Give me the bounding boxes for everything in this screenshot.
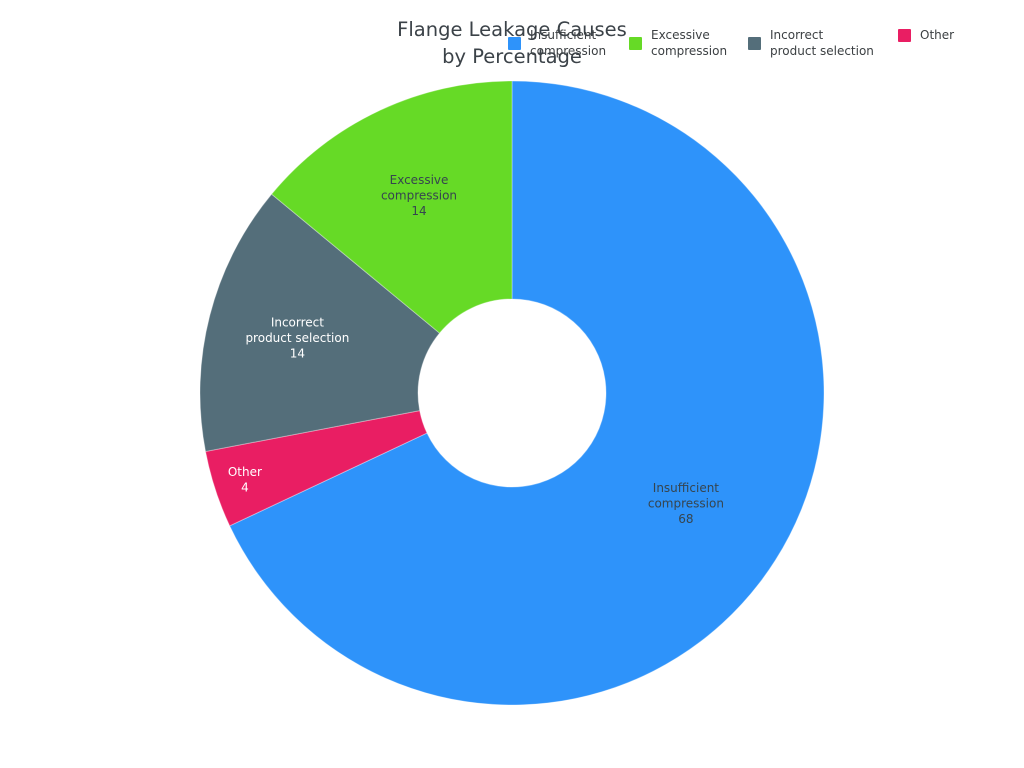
- legend-item-incorrect-product-selection[interactable]: Incorrect product selection: [748, 28, 874, 59]
- pie-slice-incorrect-product-selection[interactable]: [199, 193, 441, 453]
- legend-swatch-excessive-compression: [629, 37, 642, 50]
- legend-label: Incorrect product selection: [770, 28, 874, 58]
- legend-item-insufficient-compression[interactable]: Insufficient compression: [508, 28, 606, 59]
- legend-label: Other: [920, 28, 955, 42]
- legend-swatch-other: [898, 29, 911, 43]
- legend-item-excessive-compression[interactable]: Excessive compression: [629, 28, 727, 59]
- legend-label: Excessive compression: [651, 28, 728, 58]
- pie-slice-excessive-compression[interactable]: [270, 80, 513, 334]
- legend-swatch-incorrect-product-selection: [748, 37, 761, 50]
- pie-slice-insufficient-compression[interactable]: [229, 80, 825, 706]
- legend-swatch-insufficient-compression: [508, 37, 521, 50]
- legend-item-other[interactable]: Other: [898, 28, 954, 44]
- legend-label: Insufficient compression: [530, 28, 607, 58]
- legend: Insufficient compression Excessive compr…: [0, 0, 1024, 70]
